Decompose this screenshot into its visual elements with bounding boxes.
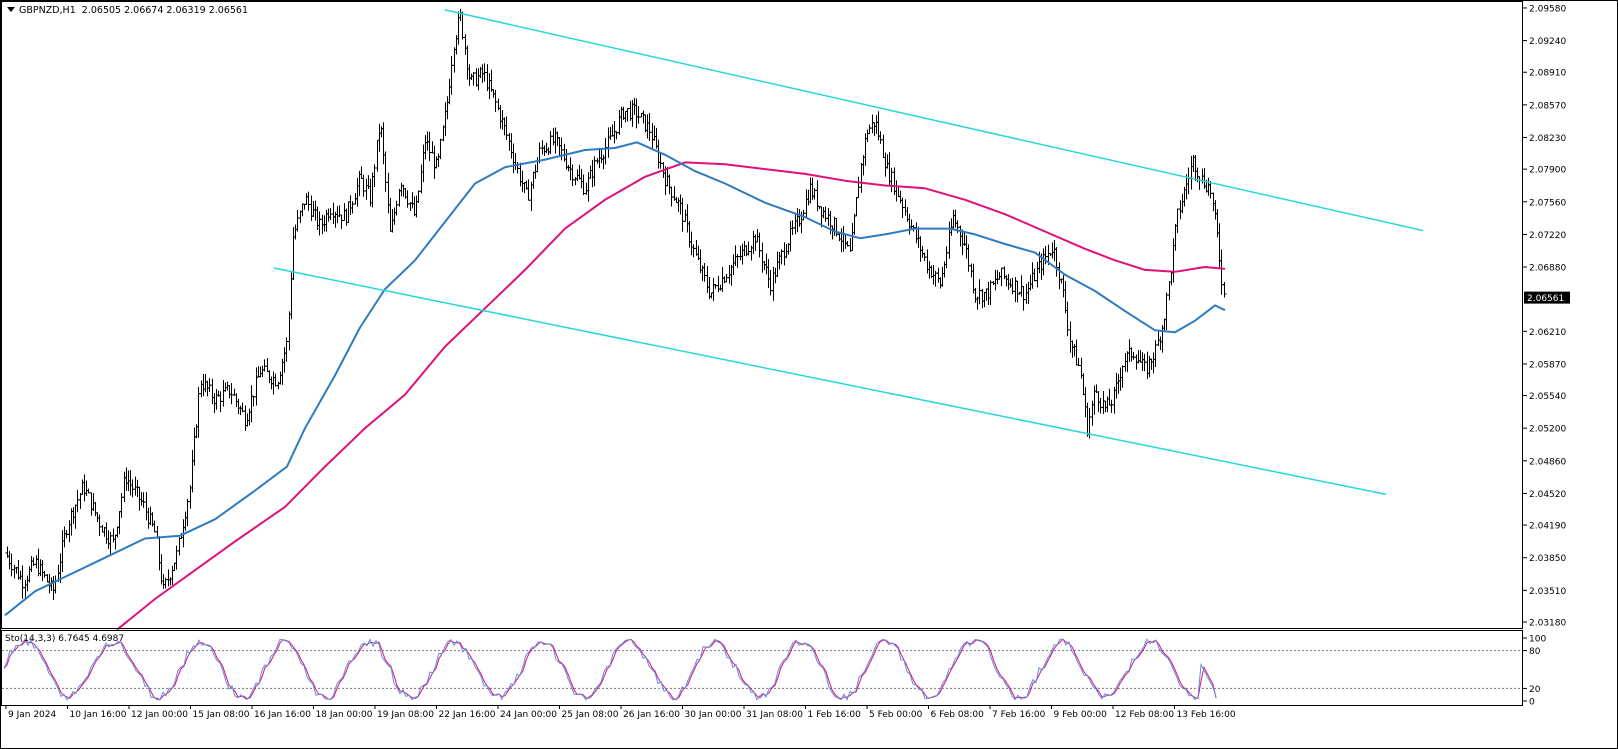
x-tick-label: 13 Feb 16:00 (1177, 710, 1236, 720)
stochastic-tick-label: 20 (1529, 685, 1541, 695)
y-tick-label: 2.06210 (1529, 328, 1566, 338)
x-tick-label: 9 Jan 2024 (8, 710, 56, 720)
channel-lower-line (273, 267, 1387, 496)
stochastic-panel (2, 638, 1522, 701)
x-tick-label: 31 Jan 08:00 (746, 710, 803, 720)
x-tick-label: 1 Feb 16:00 (808, 710, 862, 720)
y-tick-label: 2.08230 (1529, 134, 1566, 144)
x-tick-label: 26 Jan 16:00 (623, 710, 680, 720)
current-price-box (1524, 291, 1570, 304)
symbol-label: GBPNZD,H1 (19, 5, 76, 16)
y-tick-label: 2.05870 (1529, 360, 1566, 370)
x-tick-label: 10 Jan 16:00 (70, 710, 127, 720)
x-tick-label: 12 Feb 08:00 (1115, 710, 1174, 720)
stochastic-tick-label: 80 (1529, 647, 1541, 657)
moving-average-slow-line (116, 161, 1226, 631)
y-tick-label: 2.07560 (1529, 198, 1566, 208)
y-tick-label: 2.09240 (1529, 37, 1566, 47)
x-tick-label: 15 Jan 08:00 (193, 710, 250, 720)
x-tick-label: 22 Jan 16:00 (439, 710, 496, 720)
chart-header: GBPNZD,H1 2.06505 2.06674 2.06319 2.0656… (7, 5, 248, 16)
stochastic-main-line (3, 638, 1217, 701)
ohlc-values: 2.06505 2.06674 2.06319 2.06561 (81, 5, 248, 16)
x-tick-label: 25 Jan 08:00 (562, 710, 619, 720)
x-tick-label: 7 Feb 16:00 (992, 710, 1046, 720)
y-tick-label: 2.05540 (1529, 392, 1566, 402)
y-tick-label: 2.04190 (1529, 522, 1566, 532)
y-tick-label: 2.07220 (1529, 231, 1566, 241)
channel-upper-line (444, 9, 1424, 232)
x-tick-label: 6 Feb 08:00 (931, 710, 985, 720)
price-frame (1, 1, 1523, 629)
x-tick-label: 5 Feb 00:00 (869, 710, 923, 720)
x-tick-label: 18 Jan 00:00 (316, 710, 373, 720)
x-tick-label: 16 Jan 16:00 (254, 710, 311, 720)
y-tick-label: 2.04860 (1529, 457, 1566, 467)
x-tick-label: 30 Jan 00:00 (685, 710, 742, 720)
y-tick-label: 2.03180 (1529, 619, 1566, 629)
stochastic-tick-label: 100 (1529, 635, 1546, 645)
y-tick-label: 2.03850 (1529, 554, 1566, 564)
stochastic-tick-label: 0 (1529, 698, 1535, 708)
x-tick-label: 24 Jan 00:00 (500, 710, 557, 720)
y-tick-label: 2.06880 (1529, 264, 1566, 274)
current-price-label: 2.06561 (1527, 294, 1564, 304)
axes: 2.09580 2.09240 2.08910 2.08570 2.08230 2.079… (1, 1, 1570, 720)
moving-average-fast-line (4, 141, 1226, 617)
y-tick-label: 2.05200 (1529, 425, 1566, 435)
dropdown-triangle-icon[interactable] (7, 7, 15, 12)
y-tick-label: 2.07900 (1529, 166, 1566, 176)
x-tick-label: 19 Jan 08:00 (377, 710, 434, 720)
y-tick-label: 2.03510 (1529, 587, 1566, 597)
y-tick-label: 2.08570 (1529, 101, 1566, 111)
y-tick-label: 2.04520 (1529, 490, 1566, 500)
stochastic-label: Sto(14,3,3) 6.7645 4.6987 (5, 634, 125, 644)
y-tick-label: 2.09580 (1529, 4, 1566, 14)
stochastic-title: Sto(14,3,3) 6.7645 4.6987 (5, 634, 124, 644)
stochastic-frame (1, 630, 1523, 706)
x-tick-label: 9 Feb 00:00 (1054, 710, 1108, 720)
price-panel (4, 8, 1424, 631)
y-tick-label: 2.08910 (1529, 69, 1566, 79)
x-tick-label: 12 Jan 00:00 (131, 710, 188, 720)
price-bar (1222, 282, 1227, 298)
